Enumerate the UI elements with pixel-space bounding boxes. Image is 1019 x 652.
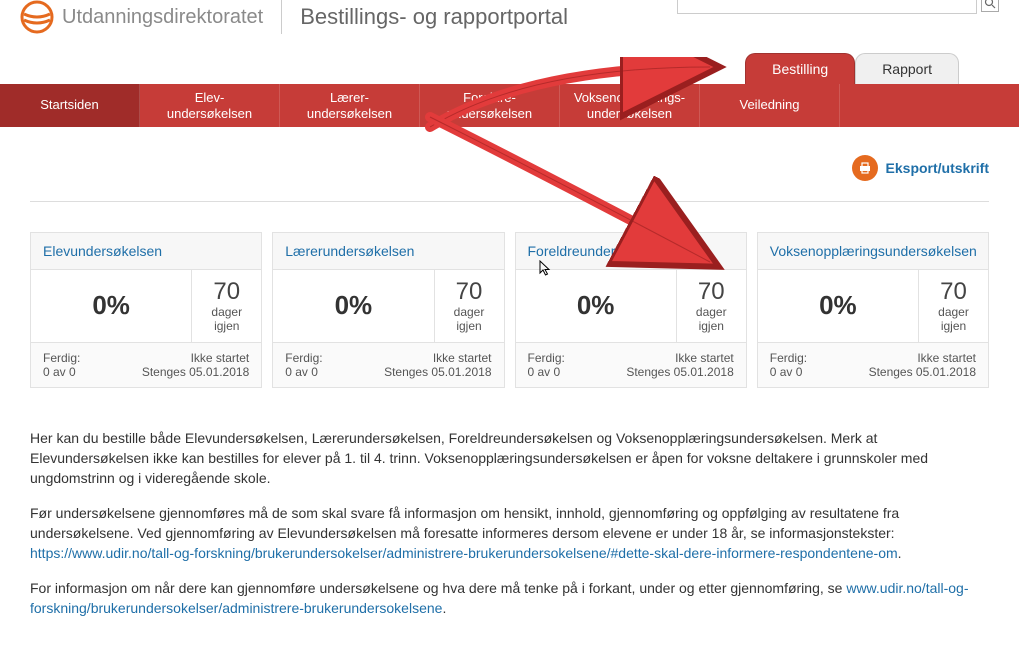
card-title: Foreldreundersøkelsen — [528, 243, 672, 259]
nav-laerer-l2: undersøkelsen — [307, 106, 392, 121]
nav-voksen-l1: Voksenopplærings- — [574, 90, 685, 105]
card-percent-area: 0% — [758, 270, 918, 342]
card-days-area: 70dagerigjen — [191, 270, 261, 342]
card-head: Lærerundersøkelsen — [273, 233, 503, 270]
portal-tabs: Bestilling Rapport — [0, 44, 1019, 84]
card-ferdig: Ferdig:0 av 0 — [285, 351, 322, 379]
card-days-area: 70dagerigjen — [434, 270, 504, 342]
tab-rapport[interactable]: Rapport — [855, 53, 959, 84]
card-days-area: 70dagerigjen — [676, 270, 746, 342]
card-body: 0% 70dagerigjen — [758, 270, 988, 342]
survey-card[interactable]: Lærerundersøkelsen0%70dagerigjenFerdig:0… — [272, 232, 504, 388]
card-percent: 0% — [577, 290, 615, 321]
nav-laerer[interactable]: Lærer- undersøkelsen — [280, 84, 420, 127]
card-ferdig: Ferdig:0 av 0 — [770, 351, 807, 379]
search-button[interactable] — [981, 0, 999, 12]
card-ferdig: Ferdig:0 av 0 — [528, 351, 565, 379]
nav-veiledning[interactable]: Veiledning — [700, 84, 840, 127]
card-foot: Ferdig:0 av 0 Ikke startetStenges 05.01.2… — [758, 342, 988, 387]
org-name: Utdanningsdirektoratet — [62, 6, 263, 29]
card-head: Voksenopplæringsundersøkelsen — [758, 233, 988, 270]
card-percent: 0% — [335, 290, 373, 321]
survey-card[interactable]: Foreldreundersøkelsen0%70dagerigjenFerdi… — [515, 232, 747, 388]
card-days-num: 70 — [439, 278, 500, 306]
card-days-lbl1: dager — [439, 306, 500, 320]
body-text: Her kan du bestille både Elevundersøkels… — [30, 428, 989, 618]
search-input[interactable] — [677, 0, 977, 14]
card-body: 0% 70dagerigjen — [273, 270, 503, 342]
logo-icon — [20, 0, 54, 34]
card-percent-area: 0% — [31, 270, 191, 342]
card-status: Ikke startetStenges 05.01.2018 — [869, 351, 976, 379]
card-days-lbl1: dager — [196, 306, 257, 320]
card-days-num: 70 — [923, 278, 984, 306]
card-days-lbl1: dager — [681, 306, 742, 320]
portal-title: Bestillings- og rapportportal — [300, 4, 568, 30]
nav-laerer-l1: Lærer- — [330, 90, 369, 105]
card-days-num: 70 — [196, 278, 257, 306]
intro-p2: Før undersøkelsene gjennomføres må de so… — [30, 503, 989, 564]
export-link[interactable]: Eksport/utskrift — [852, 155, 989, 181]
nav-spacer — [840, 84, 1019, 127]
card-status: Ikke startetStenges 05.01.2018 — [142, 351, 249, 379]
card-percent: 0% — [92, 290, 130, 321]
card-days-lbl2: igjen — [923, 320, 984, 334]
card-foot: Ferdig:0 av 0 Ikke startetStenges 05.01.2… — [516, 342, 746, 387]
export-label: Eksport/utskrift — [886, 160, 989, 176]
card-percent: 0% — [819, 290, 857, 321]
tab-bestilling[interactable]: Bestilling — [745, 53, 855, 84]
header-divider — [281, 0, 282, 34]
card-percent-area: 0% — [273, 270, 433, 342]
card-days-lbl2: igjen — [681, 320, 742, 334]
search-area — [677, 0, 999, 14]
card-title: Elevundersøkelsen — [43, 243, 162, 259]
card-title: Voksenopplæringsundersøkelsen — [770, 243, 977, 259]
card-status: Ikke startetStenges 05.01.2018 — [384, 351, 491, 379]
nav-foreldre-l1: Foreldre- — [463, 90, 516, 105]
survey-cards: Elevundersøkelsen0%70dagerigjenFerdig:0 … — [30, 232, 989, 388]
card-ferdig: Ferdig:0 av 0 — [43, 351, 80, 379]
export-row: Eksport/utskrift — [30, 147, 989, 201]
card-days-lbl2: igjen — [196, 320, 257, 334]
card-percent-area: 0% — [516, 270, 676, 342]
main-nav: Startsiden Elev- undersøkelsen Lærer- un… — [0, 84, 1019, 127]
survey-card[interactable]: Elevundersøkelsen0%70dagerigjenFerdig:0 … — [30, 232, 262, 388]
card-body: 0% 70dagerigjen — [516, 270, 746, 342]
header: Utdanningsdirektoratet Bestillings- og r… — [0, 0, 1019, 44]
card-days-area: 70dagerigjen — [918, 270, 988, 342]
intro-p2-text: Før undersøkelsene gjennomføres må de so… — [30, 505, 899, 541]
nav-voksen-l2: undersøkelsen — [587, 106, 672, 121]
card-days-lbl1: dager — [923, 306, 984, 320]
card-head: Elevundersøkelsen — [31, 233, 261, 270]
nav-startsiden[interactable]: Startsiden — [0, 84, 140, 127]
intro-p3: For informasjon om når dere kan gjennomf… — [30, 578, 989, 619]
card-status: Ikke startetStenges 05.01.2018 — [626, 351, 733, 379]
card-foot: Ferdig:0 av 0 Ikke startetStenges 05.01.2… — [273, 342, 503, 387]
intro-p1: Her kan du bestille både Elevundersøkels… — [30, 428, 989, 489]
card-days-lbl2: igjen — [439, 320, 500, 334]
print-icon — [852, 155, 878, 181]
content: Eksport/utskrift Elevundersøkelsen0%70da… — [0, 127, 1019, 652]
card-foot: Ferdig:0 av 0 Ikke startetStenges 05.01.2… — [31, 342, 261, 387]
nav-foreldre[interactable]: Foreldre- undersøkelsen — [420, 84, 560, 127]
card-days-num: 70 — [681, 278, 742, 306]
nav-elev-l2: undersøkelsen — [167, 106, 252, 121]
card-body: 0% 70dagerigjen — [31, 270, 261, 342]
nav-voksen[interactable]: Voksenopplærings- undersøkelsen — [560, 84, 700, 127]
nav-elev[interactable]: Elev- undersøkelsen — [140, 84, 280, 127]
nav-elev-l1: Elev- — [195, 90, 225, 105]
info-link-1[interactable]: https://www.udir.no/tall-og-forskning/br… — [30, 545, 898, 561]
nav-foreldre-l2: undersøkelsen — [447, 106, 532, 121]
divider — [30, 201, 989, 202]
cursor-icon — [538, 260, 554, 276]
card-title: Lærerundersøkelsen — [285, 243, 414, 259]
survey-card[interactable]: Voksenopplæringsundersøkelsen 0% 70dagerig… — [757, 232, 989, 388]
search-icon — [984, 0, 996, 9]
logo: Utdanningsdirektoratet — [20, 0, 263, 34]
